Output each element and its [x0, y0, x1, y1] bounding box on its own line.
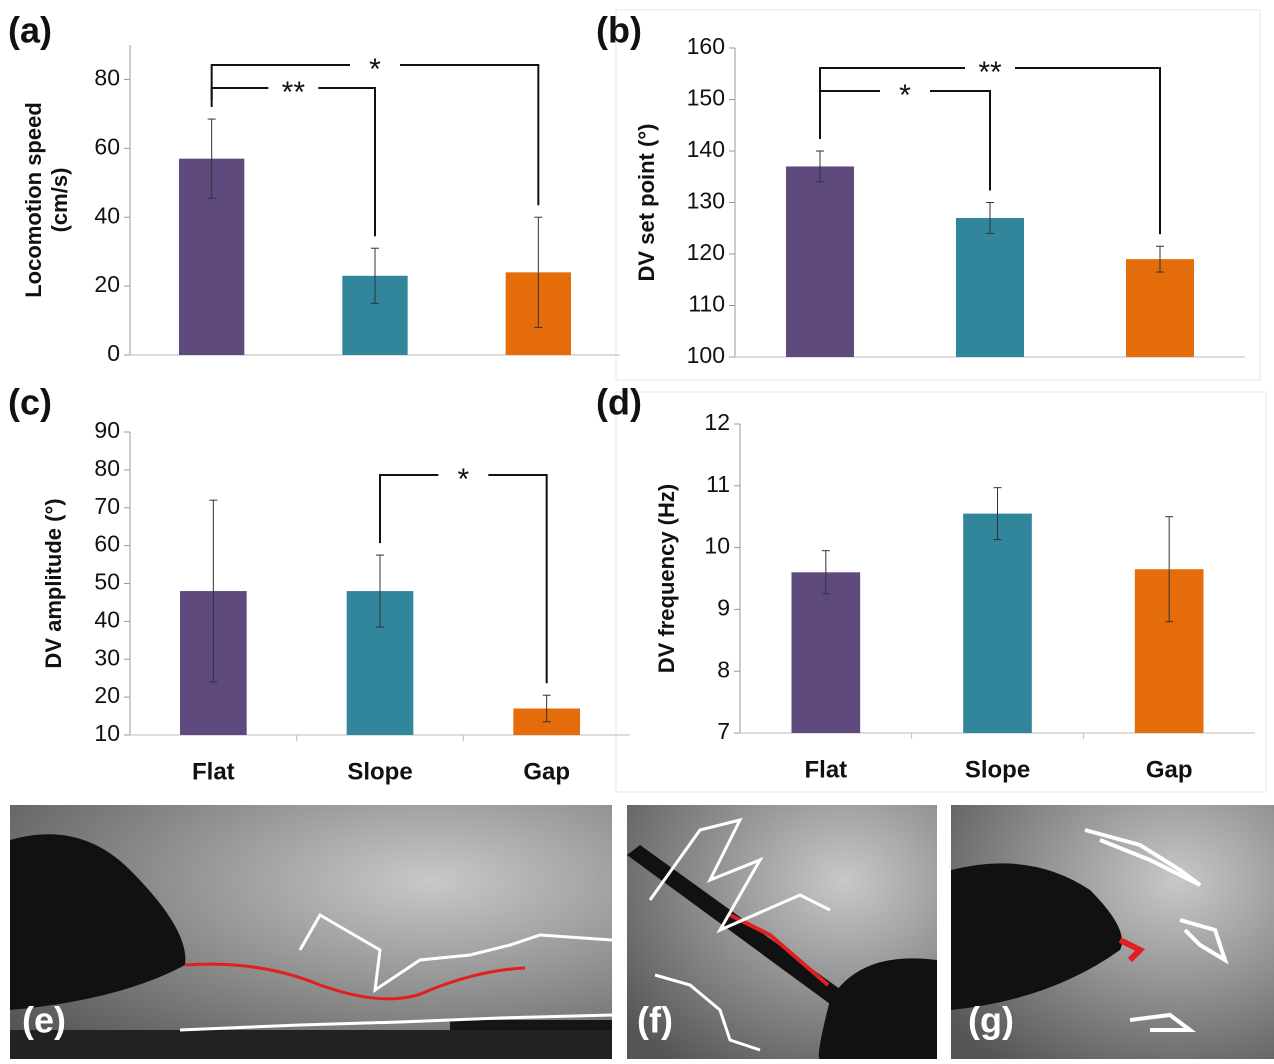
- y-tick-label: 7: [717, 718, 730, 744]
- photo-f: (f): [627, 805, 937, 1059]
- y-tick-label: 9: [717, 594, 730, 620]
- photo-label: (f): [637, 1000, 673, 1041]
- bar: [1126, 259, 1194, 357]
- y-tick-label: 160: [687, 33, 725, 59]
- y-axis-title: DV amplitude (°): [41, 498, 66, 668]
- y-tick-label: 100: [687, 342, 725, 368]
- y-tick-label: 10: [94, 720, 120, 746]
- y-tick-label: 10: [704, 533, 730, 559]
- y-axis-title: DV frequency (Hz): [654, 484, 679, 673]
- y-tick-label: 20: [94, 682, 120, 708]
- y-tick-label: 60: [94, 531, 120, 557]
- significance-label: *: [899, 79, 911, 112]
- y-tick-label: 150: [687, 85, 725, 111]
- panel-label: (b): [596, 10, 642, 51]
- y-tick-label: 8: [717, 656, 730, 682]
- x-tick-label: Flat: [192, 758, 235, 785]
- y-tick-label: 130: [687, 188, 725, 214]
- x-tick-label: Slope: [347, 758, 412, 785]
- x-tick-label: Gap: [1146, 756, 1193, 783]
- photo-e: (e): [10, 805, 612, 1059]
- photo-label: (e): [22, 1000, 66, 1041]
- bar: [963, 514, 1032, 733]
- panel-label: (c): [8, 382, 52, 423]
- photo-g: (g): [951, 805, 1274, 1059]
- y-tick-label: 12: [704, 409, 730, 435]
- y-tick-label: 80: [94, 65, 120, 91]
- bar: [956, 218, 1024, 357]
- bar: [786, 166, 854, 357]
- photo-label: (g): [968, 1000, 1014, 1041]
- y-tick-label: 60: [94, 133, 120, 159]
- x-tick-label: Gap: [523, 758, 570, 785]
- y-axis-title: (cm/s): [47, 168, 72, 233]
- bar: [792, 572, 861, 733]
- y-axis-title: Locomotion speed: [21, 102, 46, 298]
- y-tick-label: 80: [94, 455, 120, 481]
- y-tick-label: 110: [688, 291, 725, 317]
- y-axis-title: DV set point (°): [634, 124, 659, 282]
- significance-label: **: [978, 56, 1002, 89]
- y-tick-label: 120: [687, 239, 725, 265]
- figure: (e) (f) (g) (a) Locomotion speed(cm/s) 0 20…: [0, 0, 1274, 1059]
- y-tick-label: 40: [94, 606, 120, 632]
- x-tick-label: Flat: [804, 756, 847, 783]
- y-tick-label: 90: [94, 417, 120, 443]
- x-tick-label: Slope: [965, 756, 1030, 783]
- y-tick-label: 0: [107, 340, 120, 366]
- y-tick-label: 40: [94, 202, 120, 228]
- significance-label: **: [282, 76, 306, 109]
- y-tick-label: 70: [94, 493, 120, 519]
- y-tick-label: 20: [94, 271, 120, 297]
- y-tick-label: 50: [94, 569, 120, 595]
- panel-label: (a): [8, 10, 52, 51]
- y-tick-label: 140: [687, 136, 725, 162]
- y-tick-label: 30: [94, 644, 120, 670]
- significance-label: *: [369, 53, 381, 86]
- significance-label: *: [457, 463, 469, 496]
- y-tick-label: 11: [706, 471, 730, 497]
- panel-label: (d): [596, 382, 642, 423]
